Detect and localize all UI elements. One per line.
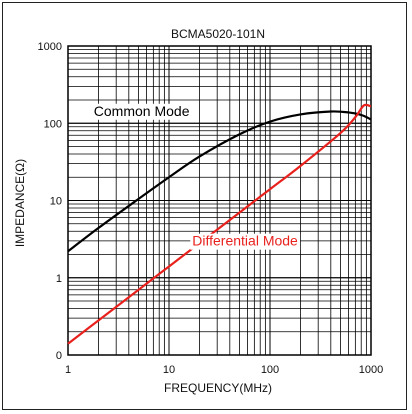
y-axis-label: IMPEDANCE(Ω) — [13, 159, 27, 247]
series-lines — [67, 103, 372, 345]
x-tick-label: 1000 — [359, 364, 383, 376]
x-tick-label: 10 — [163, 364, 175, 376]
x-tick-label: 100 — [261, 364, 279, 376]
x-axis-label: FREQUENCY(MHz) — [164, 381, 272, 395]
chart-title: BCMA5020-101N — [171, 27, 265, 41]
plot-area — [67, 45, 372, 356]
common-mode-line — [67, 110, 372, 253]
y-tick-label: 10 — [50, 196, 62, 208]
differential-mode-label: Differential Mode — [192, 233, 298, 249]
differential-mode-line — [67, 103, 372, 345]
common-mode-label: Common Mode — [94, 103, 190, 119]
y-tick-label: 100 — [44, 118, 62, 130]
series-label-background — [190, 233, 301, 250]
y-tick-label: 0 — [56, 350, 62, 362]
y-tick-label: 1000 — [38, 41, 62, 53]
y-tick-label: 1 — [56, 273, 62, 285]
series-labels: Common Mode Differential Mode — [91, 103, 301, 250]
series-label-background — [91, 103, 192, 120]
x-tick-label: 1 — [65, 364, 71, 376]
